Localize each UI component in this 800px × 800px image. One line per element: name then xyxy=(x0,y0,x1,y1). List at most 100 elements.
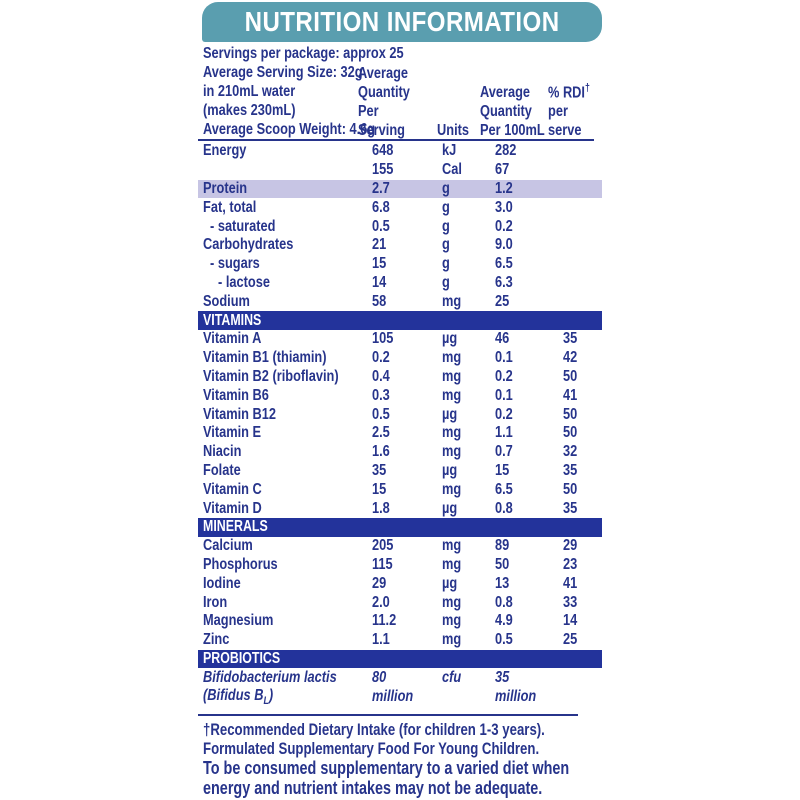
qty-per-100ml: 6.3 xyxy=(495,273,513,291)
qty-per-100ml: 50 xyxy=(495,555,510,573)
footnote-divider-rule xyxy=(198,714,578,716)
table-body: Energy 648 kJ 282 155 Cal 67 Protein 2.7 g 1.2 Fat,… xyxy=(190,142,620,708)
section-header-probiotics: PROBIOTICS xyxy=(198,649,602,669)
unit: kJ xyxy=(442,142,457,160)
qty-per-100ml: 0.5 xyxy=(495,631,513,649)
table-row: 155 Cal 67 xyxy=(198,161,602,180)
unit xyxy=(442,688,495,706)
column-header-rdi: % RDI† per serve xyxy=(548,81,590,139)
nutrient-name: Carbohydrates xyxy=(203,236,294,254)
nutrient-name: - lactose xyxy=(218,273,270,291)
nutrient-name: Iron xyxy=(203,593,228,611)
qty-per-serving: 21 xyxy=(372,236,387,254)
dagger-superscript: † xyxy=(584,81,590,94)
nutrient-name: Sodium xyxy=(203,292,250,310)
table-row: Folate 35 µg 15 35 xyxy=(198,462,602,481)
nutrient-name: Bifidobacterium lactis xyxy=(203,668,337,686)
table-row: Vitamin B1 (thiamin) 0.2 mg 0.1 42 xyxy=(198,349,602,368)
unit: mg xyxy=(442,367,462,385)
table-row: Vitamin B2 (riboflavin) 0.4 mg 0.2 50 xyxy=(198,368,602,387)
qty-per-100ml: 46 xyxy=(495,330,510,348)
qty-per-100ml: 0.2 xyxy=(495,405,513,423)
column-header-per-serving: Average Quantity Per Serving xyxy=(358,65,410,139)
table-row: Magnesium 11.2 mg 4.9 14 xyxy=(198,612,602,631)
qty-per-100ml: 0.8 xyxy=(495,499,513,517)
unit: g xyxy=(442,236,450,254)
qty-per-serving: 2.0 xyxy=(372,593,390,611)
qty-per-100ml: 67 xyxy=(495,161,510,179)
serving-info-line: Servings per package: approx 25 xyxy=(203,45,404,62)
qty-per-100ml: 0.2 xyxy=(495,217,513,235)
qty-per-100ml: 35 xyxy=(495,668,510,686)
table-row: Protein 2.7 g 1.2 xyxy=(198,179,602,199)
nutrient-name: Iodine xyxy=(203,574,241,592)
footnote-line: energy and nutrient intakes may not be a… xyxy=(203,778,543,798)
qty-per-serving: 58 xyxy=(372,292,387,310)
qty-per-100ml: 3.0 xyxy=(495,198,513,216)
unit: µg xyxy=(442,330,458,348)
unit: Cal xyxy=(442,161,462,179)
unit: mg xyxy=(442,424,462,442)
unit: g xyxy=(442,217,450,235)
qty-per-serving: 155 xyxy=(372,161,394,179)
rdi-value xyxy=(563,688,602,706)
section-header-label: PROBIOTICS xyxy=(203,649,281,667)
qty-per-serving: 1.8 xyxy=(372,499,390,517)
qty-per-100ml: 25 xyxy=(495,292,510,310)
section-header-minerals: MINERALS xyxy=(198,517,602,537)
nutrient-name: Energy xyxy=(203,142,247,160)
rdi-value: 33 xyxy=(563,593,578,611)
qty-per-100ml: 89 xyxy=(495,537,510,555)
rdi-value: 50 xyxy=(563,367,578,385)
footnote-line: †Recommended Dietary Intake (for childre… xyxy=(203,721,545,739)
table-row: Vitamin D 1.8 µg 0.8 35 xyxy=(198,499,602,518)
section-header-label: VITAMINS xyxy=(203,311,262,329)
serving-info: Servings per package: approx 25 Average … xyxy=(203,44,404,139)
qty-per-serving: 115 xyxy=(372,555,393,573)
qty-per-100ml: 0.8 xyxy=(495,593,513,611)
rdi-value xyxy=(563,236,602,254)
rdi-value: 23 xyxy=(563,555,578,573)
rdi-value: 41 xyxy=(563,574,578,592)
unit: cfu xyxy=(442,668,462,686)
unit: g xyxy=(442,255,450,273)
unit: mg xyxy=(442,480,462,498)
table-row: Vitamin A 105 µg 46 35 xyxy=(198,330,602,349)
nutrient-name xyxy=(203,161,372,179)
header-divider-rule xyxy=(198,139,594,141)
serving-info-line: (makes 230mL) xyxy=(203,102,296,119)
qty-per-100ml: 0.2 xyxy=(495,367,513,385)
rdi-value xyxy=(563,161,602,179)
serving-info-line: Average Scoop Weight: 4.6g xyxy=(203,121,376,138)
rdi-value: 50 xyxy=(563,480,578,498)
footnote-line: To be consumed supplementary to a varied… xyxy=(203,758,570,778)
nutrition-panel: NUTRITION INFORMATION Servings per packa… xyxy=(190,0,620,800)
nutrient-name: Vitamin B2 (riboflavin) xyxy=(203,367,339,385)
table-row: Sodium 58 mg 25 xyxy=(198,292,602,311)
qty-per-serving: 0.4 xyxy=(372,367,390,385)
unit: mg xyxy=(442,349,462,367)
nutrient-name: Vitamin D xyxy=(203,499,262,517)
table-row: (Bifidus BL) million million xyxy=(198,687,602,708)
table-row: Calcium 205 mg 89 29 xyxy=(198,537,602,556)
qty-per-100ml: 0.7 xyxy=(495,443,513,461)
qty-per-100ml: 6.5 xyxy=(495,480,513,498)
table-row: Bifidobacterium lactis 80 cfu 35 xyxy=(198,668,602,687)
nutrient-name: (Bifidus BL) xyxy=(203,687,274,708)
qty-per-serving: 35 xyxy=(372,461,387,479)
rdi-value xyxy=(563,199,602,217)
qty-per-100ml: 0.1 xyxy=(495,386,513,404)
qty-per-100ml: million xyxy=(495,688,537,706)
table-row: Vitamin E 2.5 mg 1.1 50 xyxy=(198,424,602,443)
qty-per-100ml: 0.1 xyxy=(495,349,513,367)
rdi-value xyxy=(563,142,602,160)
rdi-value xyxy=(563,218,602,236)
rdi-value: 32 xyxy=(563,443,578,461)
rdi-value: 50 xyxy=(563,405,578,423)
qty-per-serving: 205 xyxy=(372,537,394,555)
nutrient-name: Vitamin B1 (thiamin) xyxy=(203,349,327,367)
rdi-value: 42 xyxy=(563,349,578,367)
rdi-value xyxy=(563,180,602,198)
table-row: Iron 2.0 mg 0.8 33 xyxy=(198,593,602,612)
nutrient-name: Protein xyxy=(203,179,248,197)
